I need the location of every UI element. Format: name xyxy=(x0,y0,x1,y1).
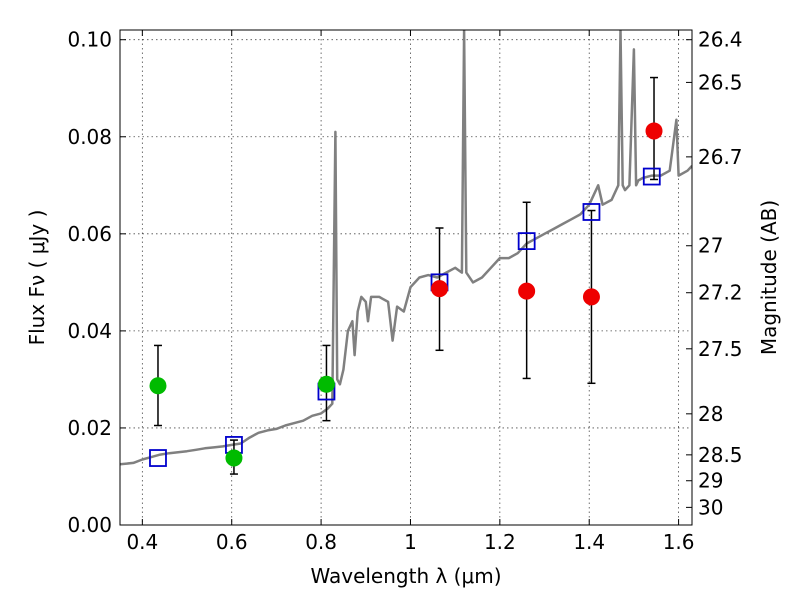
plot-frame xyxy=(119,29,693,526)
x-axis-title: Wavelength λ (μm) xyxy=(310,564,501,588)
right-tick-label: 28.5 xyxy=(698,443,743,467)
right-tick-label: 26.5 xyxy=(698,70,743,94)
y-tick-label: 0.06 xyxy=(67,222,112,246)
measured-flux-point xyxy=(317,375,335,393)
x-tick-label: 0.4 xyxy=(126,530,158,554)
y-axis-title: Flux Fν ( μJy ) xyxy=(25,210,49,346)
measured-flux-point xyxy=(645,122,663,140)
right-tick-label: 30 xyxy=(698,495,723,519)
right-tick-label: 26.4 xyxy=(698,28,743,52)
measured-flux-point xyxy=(431,280,449,298)
x-tick-label: 1 xyxy=(404,530,417,554)
right-tick-label: 29 xyxy=(698,469,723,493)
errorbar-layer xyxy=(153,76,659,475)
y-tick-label: 0.00 xyxy=(67,513,112,537)
x-tick-label: 0.8 xyxy=(305,530,337,554)
x-tick-label: 1.4 xyxy=(573,530,605,554)
measured-flux-point xyxy=(149,377,167,395)
x-tick-label: 0.6 xyxy=(216,530,248,554)
measured-flux-point xyxy=(582,288,600,306)
model-square-point xyxy=(149,449,167,467)
measured-flux-point xyxy=(225,449,243,467)
measured-flux-point xyxy=(518,282,536,300)
spectrum-layer xyxy=(120,30,692,466)
model-square-point xyxy=(642,167,661,186)
x-tick-label: 1.6 xyxy=(663,530,695,554)
y-tick-label: 0.02 xyxy=(67,416,112,440)
grid xyxy=(120,30,692,525)
model-square-point xyxy=(582,203,601,221)
y-tick-label: 0.08 xyxy=(67,125,112,149)
right-axis-title: Magnitude (AB) xyxy=(757,200,781,355)
y-tick-label: 0.04 xyxy=(67,319,112,343)
ticks-layer: 0.4 0.6 0.8 1 1.2 1.4 1.6 0.00 0.02 0.04 0.06 0.08 0… xyxy=(67,28,742,554)
model-square-point xyxy=(517,232,536,251)
right-tick-label: 28 xyxy=(698,402,723,426)
x-tick-label: 1.2 xyxy=(484,530,516,554)
right-tick-label: 27 xyxy=(698,234,723,258)
right-tick-label: 27.2 xyxy=(698,281,743,305)
y-tick-label: 0.10 xyxy=(67,28,112,52)
marker-layer xyxy=(149,122,663,467)
right-tick-label: 26.7 xyxy=(698,145,743,169)
right-tick-label: 27.5 xyxy=(698,337,743,361)
spectrum-line xyxy=(120,30,692,466)
